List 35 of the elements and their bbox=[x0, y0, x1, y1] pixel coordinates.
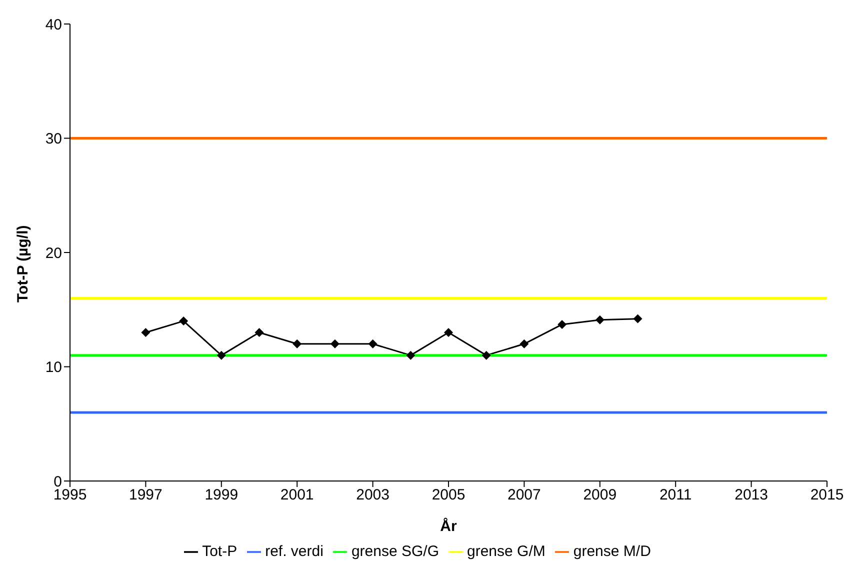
legend-label: ref. verdi bbox=[265, 543, 324, 560]
y-tick-label: 20 bbox=[45, 244, 62, 262]
point bbox=[141, 328, 150, 337]
point bbox=[444, 328, 453, 337]
point bbox=[292, 339, 302, 348]
y-tick-label: 10 bbox=[45, 359, 62, 376]
point bbox=[595, 315, 604, 324]
y-tick-label: 30 bbox=[45, 130, 62, 148]
y-tick-label: 40 bbox=[45, 16, 62, 34]
point bbox=[254, 328, 264, 337]
x-axis-title: År bbox=[440, 517, 457, 535]
legend-label: Tot-P bbox=[202, 543, 238, 560]
legend-label: grense G/M bbox=[467, 543, 546, 560]
point bbox=[558, 320, 567, 329]
x-tick-label: 2011 bbox=[659, 486, 692, 504]
point bbox=[368, 339, 378, 348]
point bbox=[406, 350, 416, 360]
x-tick-label: 2009 bbox=[583, 486, 617, 504]
x-tick-label: 1999 bbox=[204, 486, 238, 504]
x-tick-label: 2015 bbox=[810, 486, 844, 504]
x-tick-label: 1997 bbox=[129, 486, 162, 504]
x-tick-label: 2005 bbox=[432, 486, 466, 504]
point bbox=[520, 339, 529, 348]
x-tick-label: 2003 bbox=[356, 486, 390, 504]
point bbox=[179, 316, 188, 326]
x-tick-label: 2007 bbox=[508, 486, 541, 504]
legend-label: grense M/D bbox=[573, 543, 651, 560]
x-tick-label: 2013 bbox=[734, 486, 768, 504]
x-tick-label: 2001 bbox=[280, 486, 314, 504]
point bbox=[482, 350, 491, 360]
point bbox=[633, 314, 642, 324]
legend-label: grense SG/G bbox=[351, 543, 439, 560]
point bbox=[216, 350, 226, 360]
point bbox=[330, 339, 340, 348]
y-axis-title: Tot-P (µg/l) bbox=[14, 225, 32, 302]
